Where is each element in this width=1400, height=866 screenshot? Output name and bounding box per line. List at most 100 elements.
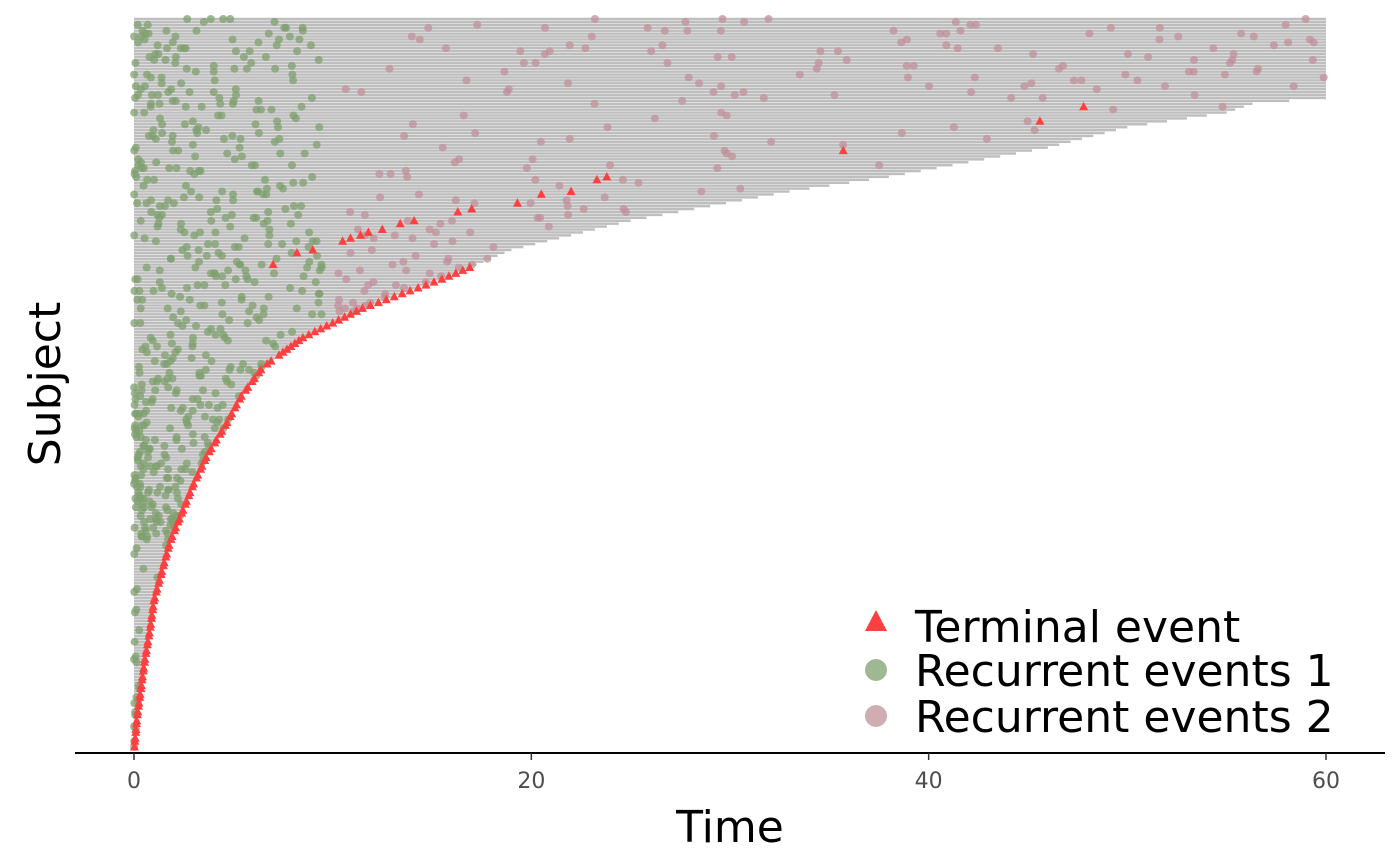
follow-up-bar	[134, 298, 387, 301]
recurrent-event-2-point	[528, 155, 537, 164]
recurrent-event-2-point	[1121, 70, 1130, 79]
recurrent-event-1-point	[140, 108, 149, 117]
recurrent-event-1-point	[171, 389, 180, 398]
recurrent-event-1-point	[221, 213, 230, 222]
follow-up-bar	[134, 318, 339, 322]
recurrent-event-1-point	[155, 266, 164, 275]
recurrent-event-2-point	[936, 29, 945, 38]
follow-up-bar	[134, 430, 222, 433]
follow-up-bar	[134, 389, 246, 392]
terminal-event-point	[363, 227, 373, 236]
recurrent-event-1-point	[192, 26, 201, 35]
recurrent-event-2-point	[839, 140, 848, 149]
recurrent-event-1-point	[204, 240, 212, 249]
terminal-event-point	[220, 420, 230, 429]
terminal-event-point	[134, 701, 144, 710]
follow-up-bar	[134, 646, 147, 649]
recurrent-event-1-point	[160, 441, 169, 450]
recurrent-event-1-point	[207, 216, 216, 225]
terminal-event-point	[147, 613, 156, 622]
recurrent-event-1-point	[297, 102, 306, 111]
recurrent-event-1-point	[134, 412, 143, 421]
recurrent-event-1-point	[218, 187, 227, 196]
recurrent-event-2-point	[1308, 55, 1317, 64]
terminal-event-point	[136, 683, 146, 692]
legend-recurrent-1-circle-icon	[865, 659, 887, 681]
recurrent-event-1-point	[247, 58, 256, 67]
terminal-event-point	[137, 674, 147, 684]
follow-up-bar	[134, 64, 1326, 68]
recurrent-event-1-point	[289, 178, 298, 187]
terminal-event-point	[196, 464, 206, 473]
recurrent-event-1-point	[270, 269, 278, 278]
recurrent-event-1-point	[163, 529, 172, 538]
terminal-event-point	[467, 204, 477, 213]
recurrent-event-2-point	[621, 208, 630, 216]
recurrent-event-2-point	[470, 199, 479, 208]
follow-up-bar	[134, 374, 257, 377]
terminal-event-point	[247, 376, 257, 385]
recurrent-event-1-point	[183, 284, 191, 292]
recurrent-event-2-point	[1220, 70, 1229, 79]
recurrent-event-2-point	[451, 196, 460, 205]
terminal-event-point	[241, 385, 251, 394]
recurrent-event-1-point	[166, 424, 174, 433]
legend-label-recurrent-2: Recurrent events 2	[915, 692, 1334, 743]
recurrent-event-2-point	[970, 73, 979, 82]
recurrent-event-1-point	[173, 494, 182, 503]
terminal-event-point	[397, 288, 407, 298]
recurrent-event-1-point	[140, 35, 149, 44]
recurrent-event-2-point	[403, 172, 412, 181]
follow-up-bar	[134, 605, 154, 608]
follow-up-bar	[134, 266, 470, 269]
recurrent-event-2-point	[730, 91, 739, 99]
recurrent-event-1-point	[183, 251, 192, 260]
recurrent-event-1-point	[162, 26, 171, 35]
follow-up-bar	[134, 207, 695, 211]
terminal-event-point	[377, 224, 387, 233]
follow-up-bar	[134, 506, 185, 509]
recurrent-event-1-point	[158, 120, 167, 129]
recurrent-event-1-point	[193, 281, 202, 290]
follow-up-bar	[134, 114, 1207, 117]
recurrent-event-1-point	[150, 55, 159, 64]
recurrent-event-1-point	[148, 336, 157, 345]
recurrent-event-1-point	[213, 205, 222, 213]
follow-up-bar	[134, 392, 244, 395]
follow-up-bar	[134, 140, 1071, 144]
follow-up-bar	[134, 427, 224, 430]
follow-up-bar	[134, 283, 427, 287]
recurrent-event-1-point	[226, 222, 235, 231]
recurrent-event-1-point	[225, 365, 234, 374]
recurrent-event-1-point	[135, 362, 143, 371]
follow-up-bar	[134, 280, 434, 284]
recurrent-event-1-point	[236, 260, 245, 269]
follow-up-bar	[134, 377, 255, 380]
follow-up-bar	[134, 219, 631, 222]
recurrent-event-1-point	[289, 76, 298, 85]
recurrent-event-1-point	[172, 164, 181, 173]
follow-up-bar	[134, 640, 148, 643]
follow-up-bar	[134, 70, 1326, 73]
follow-up-bar	[134, 678, 143, 681]
recurrent-event-2-point	[536, 137, 545, 146]
follow-up-bar	[134, 286, 419, 290]
recurrent-event-1-point	[215, 93, 224, 102]
recurrent-event-2-point	[956, 26, 965, 35]
follow-up-bar	[134, 494, 189, 497]
recurrent-event-2-point	[531, 175, 540, 184]
recurrent-event-1-point	[195, 257, 203, 266]
recurrent-event-1-point	[157, 284, 166, 292]
recurrent-event-2-point	[565, 134, 574, 143]
recurrent-event-1-point	[297, 202, 306, 211]
recurrent-event-2-point	[727, 53, 736, 61]
recurrent-event-2-point	[684, 73, 693, 82]
follow-up-bar	[134, 190, 790, 193]
follow-up-bar	[134, 570, 162, 573]
terminal-event-point	[346, 309, 355, 318]
terminal-event-point	[373, 297, 383, 307]
recurrent-event-2-point	[909, 61, 918, 70]
recurrent-event-1-point	[305, 228, 314, 237]
follow-up-bar	[134, 380, 253, 383]
recurrent-event-2-point	[1209, 44, 1218, 53]
